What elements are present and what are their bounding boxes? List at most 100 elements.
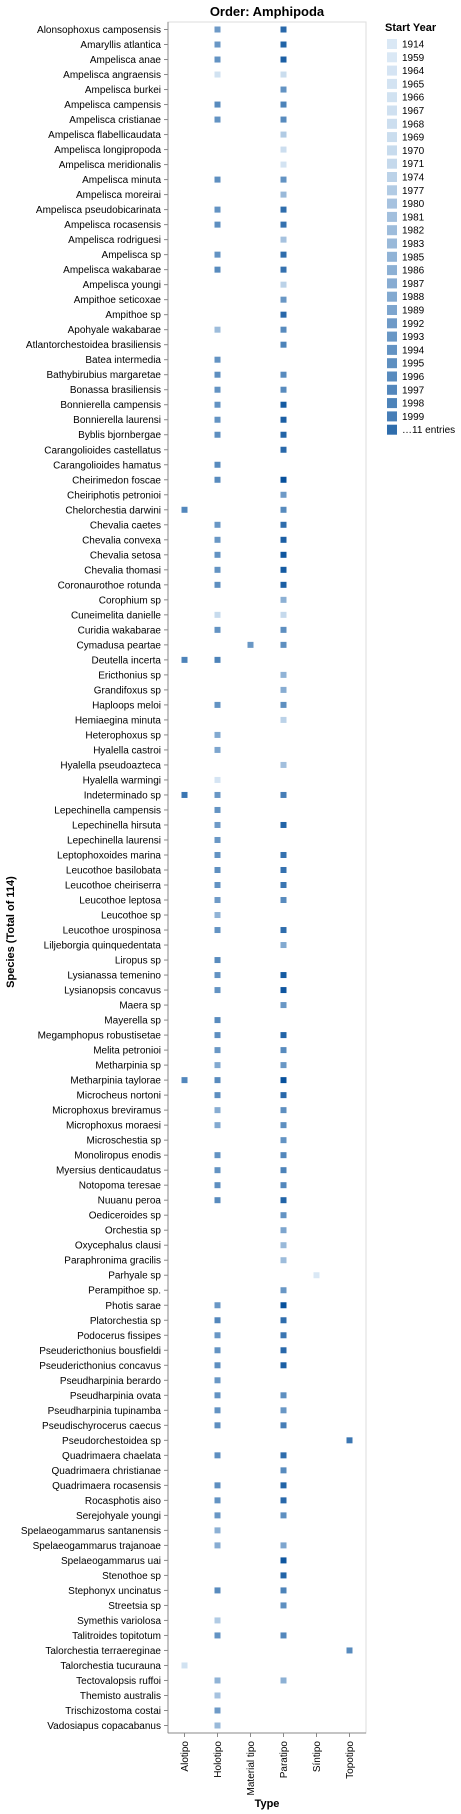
heatmap-cell [280, 1332, 287, 1339]
heatmap-cell [214, 1722, 221, 1729]
y-tick-label: Streetsia sp [108, 1601, 161, 1612]
y-tick-label: Talorchestia tucurauna [60, 1661, 161, 1672]
legend: Start Year 1914 1959 1964 1965 1966 1967 1968 1… [385, 22, 455, 436]
y-tick-label: Apohyale wakabarae [68, 325, 162, 336]
y-tick-label: Cuneimelita danielle [71, 610, 161, 621]
heatmap-cell [280, 851, 287, 858]
y-tick-label: Perampithoe sp. [88, 1286, 161, 1297]
heatmap-cell [280, 26, 287, 33]
y-tick-label: Heterophoxus sp [85, 730, 161, 741]
heatmap-cell [280, 791, 287, 798]
y-tick-label: Bonnierella campensis [60, 400, 161, 411]
y-tick-label: Melita petronioi [93, 1046, 161, 1057]
legend-label: 1970 [402, 146, 425, 157]
heatmap-cell [214, 731, 221, 738]
y-tick-label: Microschestia sp [87, 1136, 162, 1147]
y-tick-label: Carangolioides hamatus [53, 460, 161, 471]
heatmap-cell [214, 851, 221, 858]
y-tick-label: Quadrimaera rocasensis [52, 1481, 161, 1492]
heatmap-cell [280, 1677, 287, 1684]
legend-swatch [387, 318, 397, 329]
heatmap-cell [214, 1332, 221, 1339]
y-tick-label: Pseudorchestoidea sp [62, 1436, 161, 1447]
heatmap-cell [280, 1212, 287, 1219]
heatmap-cell [280, 1287, 287, 1294]
heatmap-cell [181, 791, 188, 798]
y-tick-label: Notopoma teresae [79, 1181, 162, 1192]
x-tick-label: Síntipo [312, 1741, 323, 1773]
heatmap-cell [280, 1002, 287, 1009]
heatmap-cell [280, 386, 287, 393]
heatmap-cell [214, 927, 221, 934]
heatmap-cell [280, 371, 287, 378]
heatmap-cell [214, 1422, 221, 1429]
heatmap-cell [214, 1377, 221, 1384]
y-tick-label: Spelaeogammarus santanensis [21, 1526, 161, 1537]
y-tick-label: Pseudharpinia ovata [70, 1391, 162, 1402]
y-tick-label: Oediceroides sp [89, 1211, 162, 1222]
y-tick-label: Leucothoe sp [101, 911, 161, 922]
heatmap-cell [214, 836, 221, 843]
heatmap-cell [280, 701, 287, 708]
x-tick-label: Material tipo [246, 1741, 257, 1796]
y-tick-label: Talitroides topitotum [72, 1631, 161, 1642]
legend-label: 1983 [402, 239, 425, 250]
legend-swatch [387, 105, 397, 116]
heatmap-cell [214, 1452, 221, 1459]
heatmap-cell [280, 191, 287, 198]
data-marks [181, 26, 353, 1729]
heatmap-cell [280, 1467, 287, 1474]
y-tick-label: Atlantorchestoidea brasiliensis [26, 340, 161, 351]
heatmap-cell [280, 176, 287, 183]
heatmap-cell [214, 1497, 221, 1504]
heatmap-cell [280, 341, 287, 348]
heatmap-cell [280, 236, 287, 243]
legend-label: 1999 [402, 412, 425, 423]
legend-label: 1988 [402, 292, 425, 303]
legend-label: 1971 [402, 159, 425, 170]
heatmap-cell [280, 1257, 287, 1264]
legend-label: 1996 [402, 372, 425, 383]
y-tick-label: Ampelisca angraensis [63, 70, 161, 81]
legend-swatch [387, 158, 397, 169]
legend-label: 1987 [402, 279, 425, 290]
heatmap-cell [214, 536, 221, 543]
legend-label: 1982 [402, 226, 425, 237]
heatmap-cell [214, 1482, 221, 1489]
heatmap-cell [280, 1362, 287, 1369]
y-tick-label: Stephonyx uncinatus [68, 1586, 161, 1597]
x-axis-title: Type [255, 1798, 280, 1810]
heatmap-cell [214, 521, 221, 528]
y-tick-label: Liropus sp [115, 956, 162, 967]
heatmap-cell [214, 101, 221, 108]
heatmap-cell [214, 972, 221, 979]
heatmap-cell [280, 1512, 287, 1519]
heatmap-cell [214, 1632, 221, 1639]
y-tick-label: Serejohyale youngi [76, 1511, 161, 1522]
y-tick-label: Ampelisca sp [102, 250, 162, 261]
legend-label: 1997 [402, 385, 425, 396]
heatmap-cell [280, 1302, 287, 1309]
legend-swatch [387, 371, 397, 382]
heatmap-cell [280, 1047, 287, 1054]
y-tick-label: Ampelisca campensis [64, 100, 161, 111]
heatmap-cell [280, 1227, 287, 1234]
heatmap-cell [280, 1137, 287, 1144]
heatmap-cell [214, 821, 221, 828]
heatmap-cell [280, 1407, 287, 1414]
heatmap-cell [280, 1167, 287, 1174]
heatmap-cell [214, 251, 221, 258]
legend-label: 1992 [402, 319, 425, 330]
heatmap-cell [280, 506, 287, 513]
heatmap-cell [247, 641, 254, 648]
heatmap-cell [214, 1182, 221, 1189]
y-tick-label: Bathybirubius margaretae [46, 370, 161, 381]
heatmap-cell [280, 221, 287, 228]
heatmap-cell [280, 116, 287, 123]
y-tick-label: Trischizostoma costai [65, 1706, 161, 1717]
heatmap-cell [280, 326, 287, 333]
heatmap-cell [280, 1152, 287, 1159]
heatmap-cell [280, 566, 287, 573]
y-tick-label: Chevalia caetes [90, 520, 161, 531]
legend-swatch [387, 225, 397, 236]
